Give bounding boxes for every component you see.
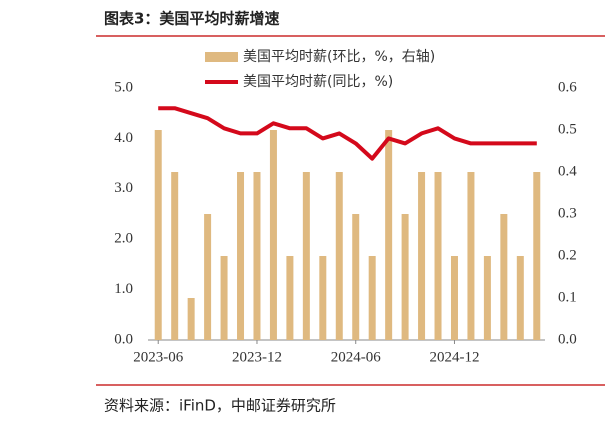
bar [500,214,508,340]
bar [467,172,475,340]
bar [516,256,524,340]
y2-tick-label: 0.2 [558,247,577,263]
y2-tick-label: 0.5 [558,121,577,137]
bar [401,214,409,340]
bar [269,130,277,340]
x-tick-label: 2023-06 [133,349,183,365]
y-tick-label: 2.0 [114,231,133,247]
bar [368,256,376,340]
x-tick-label: 2024-06 [331,349,381,365]
y-tick-label: 0.0 [114,331,133,347]
y-tick-label: 3.0 [114,180,133,196]
bar [418,172,426,340]
legend-label: 美国平均时薪(同比，%) [243,74,393,90]
bar [204,214,212,340]
y2-tick-label: 0.6 [558,79,577,95]
y-tick-label: 1.0 [114,281,133,297]
bar [253,172,261,340]
bar [154,130,162,340]
bar [171,172,179,340]
bar [533,172,541,340]
y-tick-label: 4.0 [114,130,133,146]
bar [352,214,360,340]
bar [483,256,491,340]
bar [220,256,228,340]
chart-title: 图表3：美国平均时薪增速 [104,10,279,28]
bar [385,130,393,340]
y2-tick-label: 0.1 [558,289,577,305]
y2-tick-label: 0.0 [558,331,577,347]
legend-label: 美国平均时薪(环比，%，右轴) [243,49,435,65]
bar [434,172,442,340]
bar [187,298,195,340]
bar [450,256,458,340]
bar [335,172,343,340]
legend-swatch [205,52,238,62]
y-tick-label: 5.0 [114,79,133,95]
source-note: 资料来源：iFinD，中邮证券研究所 [104,397,336,415]
y2-tick-label: 0.4 [558,163,577,179]
y2-tick-label: 0.3 [558,205,577,221]
x-tick-label: 2024-12 [429,349,479,365]
bar [302,172,310,340]
bar [286,256,294,340]
x-tick-label: 2023-12 [232,349,282,365]
line [158,106,537,161]
bar [237,172,245,340]
bar [319,256,327,340]
